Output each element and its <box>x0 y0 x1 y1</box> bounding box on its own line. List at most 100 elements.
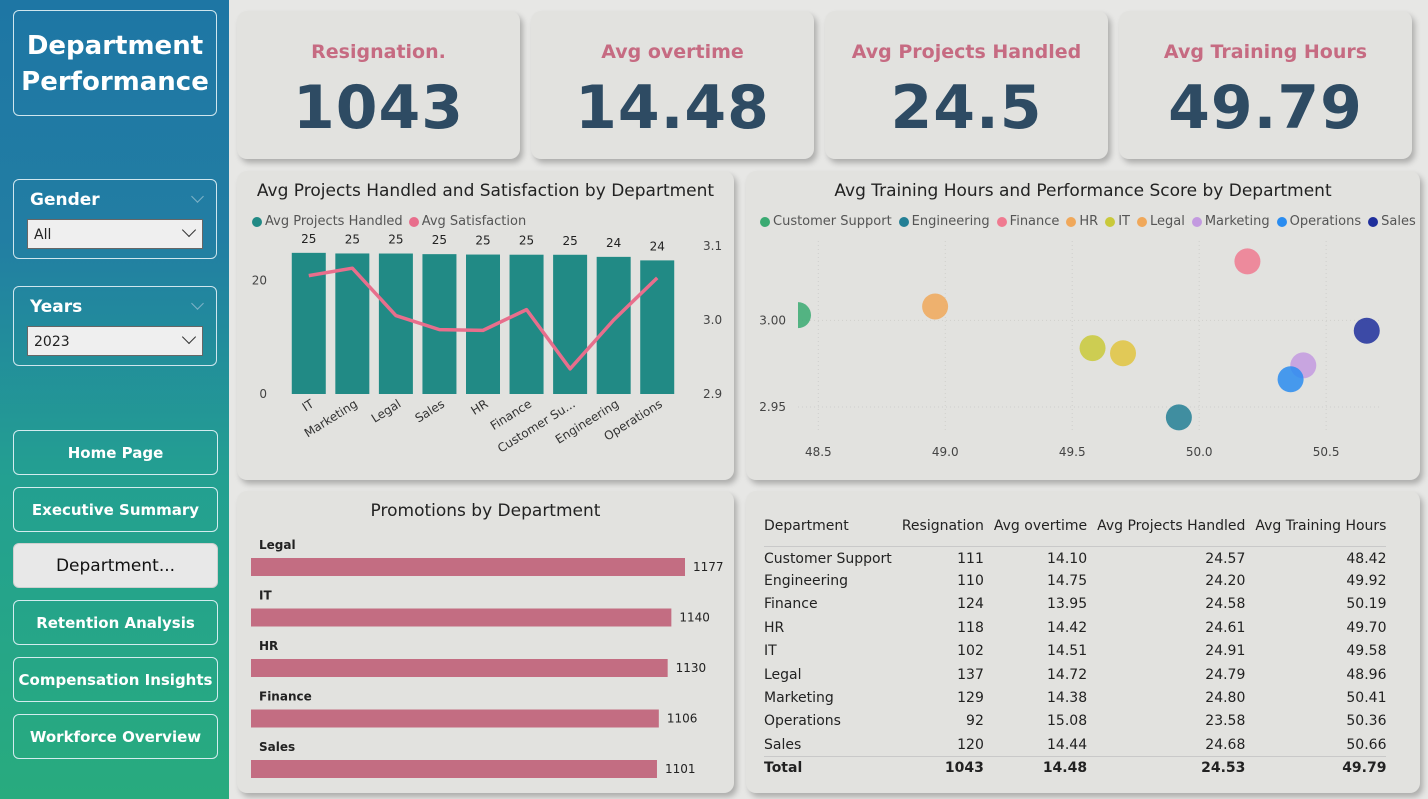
gender-dropdown[interactable]: All <box>27 219 203 249</box>
table-cell: 129 <box>957 690 984 707</box>
table-cell: 50.36 <box>1346 713 1387 730</box>
bar[interactable] <box>553 254 588 394</box>
scatter-point[interactable] <box>1165 404 1192 431</box>
gender-slicer-label: Gender <box>30 190 100 210</box>
legend-item[interactable]: Finance <box>996 214 1060 229</box>
bar[interactable] <box>251 659 668 677</box>
bar[interactable] <box>422 254 457 394</box>
scatter-point[interactable] <box>922 293 949 320</box>
chevron-down-icon[interactable] <box>191 190 204 203</box>
nav-department-button[interactable]: Department... <box>13 543 218 588</box>
department-table[interactable]: Department Resignation Avg overtime Avg … <box>764 506 1387 780</box>
legend-item[interactable]: Avg Satisfaction <box>408 214 526 229</box>
x-axis-tick: 50.0 <box>1186 445 1213 459</box>
scatter-point[interactable] <box>1079 335 1106 362</box>
table-row[interactable]: Marketing 129 14.38 24.80 50.41 <box>764 686 1386 709</box>
table-cell: 24.91 <box>1205 643 1246 660</box>
legend-item[interactable]: HR <box>1066 214 1098 229</box>
scatter-point[interactable] <box>1277 366 1304 393</box>
chevron-down-icon[interactable] <box>191 297 204 310</box>
promotions-chart-plot[interactable]: Legal 1177 IT 1140 HR 1130 Finance 1106 Sales 110… <box>237 491 734 793</box>
bar[interactable] <box>251 608 672 627</box>
gender-slicer: Gender All <box>13 179 217 259</box>
bar[interactable] <box>335 253 370 394</box>
x-axis-tick: 49.0 <box>932 445 959 459</box>
legend-item[interactable]: IT <box>1105 214 1130 229</box>
legend-item[interactable]: Engineering <box>898 214 990 229</box>
legend-label: Finance <box>1009 214 1060 229</box>
chart-title: Avg Projects Handled and Satisfaction by… <box>256 181 715 201</box>
data-label: 25 <box>432 233 447 247</box>
table-cell: 50.19 <box>1346 596 1387 613</box>
nav-compensation-insights-button[interactable]: Compensation Insights <box>13 657 218 702</box>
bar[interactable] <box>378 253 413 394</box>
legend-label: Engineering <box>911 214 990 229</box>
table-cell: 49.58 <box>1346 643 1387 660</box>
kpi-card-resignation: Resignation. 1043 <box>237 11 520 159</box>
legend-item[interactable]: Sales <box>1368 214 1416 229</box>
legend-item[interactable]: Operations <box>1276 214 1361 229</box>
scatter-point[interactable] <box>785 302 811 329</box>
table-cell: 15.08 <box>1047 713 1088 730</box>
table-row[interactable]: IT 102 14.51 24.91 49.58 <box>764 640 1386 663</box>
legend-item[interactable]: Legal <box>1137 214 1185 229</box>
legend-label: IT <box>1118 214 1130 229</box>
nav-executive-summary-button[interactable]: Executive Summary <box>13 487 218 532</box>
column-header[interactable]: Avg overtime <box>983 506 1088 547</box>
table-cell: 24.61 <box>1205 619 1246 636</box>
data-label: 1130 <box>676 661 707 675</box>
table-row[interactable]: Customer Support 111 14.10 24.57 48.42 <box>764 546 1386 569</box>
table-cell: 24.20 <box>1205 573 1246 590</box>
data-label: 25 <box>475 234 490 248</box>
scatter-point[interactable] <box>1234 248 1261 275</box>
nav-retention-analysis-button[interactable]: Retention Analysis <box>13 600 218 645</box>
y2-axis-tick: 3.1 <box>703 239 722 253</box>
scatter-chart-plot[interactable]: 48.5 49.0 49.5 50.0 50.5 2.95 3.00 <box>746 171 1420 480</box>
table-row[interactable]: Legal 137 14.72 24.79 48.96 <box>764 663 1386 686</box>
data-label: 1177 <box>693 560 724 574</box>
nav-home-page-button[interactable]: Home Page <box>13 430 218 475</box>
years-dropdown[interactable]: 2023 <box>27 326 203 356</box>
legend-dot <box>1105 216 1116 227</box>
table-cell: Operations <box>764 713 841 730</box>
legend-label: HR <box>1079 214 1099 229</box>
x-axis-tick: Sales <box>413 397 448 426</box>
table-cell: IT <box>764 643 777 660</box>
data-label: 24 <box>606 236 621 250</box>
data-label: 25 <box>301 232 316 246</box>
bar[interactable] <box>251 558 685 576</box>
category-label: Legal <box>259 538 296 552</box>
bar[interactable] <box>640 260 675 394</box>
satisfaction-line[interactable] <box>308 266 659 371</box>
kpi-label: Avg Training Hours <box>1163 41 1368 63</box>
table-row[interactable]: Finance 124 13.95 24.58 50.19 <box>764 593 1386 616</box>
bar[interactable] <box>251 760 657 778</box>
nav-workforce-overview-button[interactable]: Workforce Overview <box>13 714 218 759</box>
combo-chart-plot[interactable]: 0202.93.03.125IT25Marketing25Legal25Sale… <box>237 171 734 480</box>
table-cell: 24.57 <box>1205 551 1246 568</box>
legend-item[interactable]: Avg Projects Handled <box>252 214 403 229</box>
bar[interactable] <box>596 256 631 394</box>
kpi-value: 1043 <box>293 73 464 143</box>
column-header[interactable]: Avg Projects Handled <box>1087 506 1246 547</box>
table-row[interactable]: Operations 92 15.08 23.58 50.36 <box>764 710 1386 733</box>
column-header[interactable]: Avg Training Hours <box>1245 506 1387 547</box>
table-cell: 24.58 <box>1205 596 1246 613</box>
legend-item[interactable]: Customer Support <box>760 214 892 229</box>
table-row[interactable]: Sales 120 14.44 24.68 50.66 <box>764 733 1386 756</box>
table-cell: 14.42 <box>1047 619 1088 636</box>
table-row[interactable]: HR 118 14.42 24.61 49.70 <box>764 616 1386 639</box>
column-header[interactable]: Department <box>764 506 892 547</box>
bar[interactable] <box>251 709 659 728</box>
scatter-point[interactable] <box>1353 317 1380 344</box>
legend-dot <box>1368 216 1379 227</box>
scatter-point[interactable] <box>1110 340 1137 367</box>
dropdown-arrow-icon <box>181 329 197 345</box>
bar[interactable] <box>291 252 326 394</box>
column-header[interactable]: Resignation <box>891 506 984 547</box>
table-cell: Marketing <box>764 690 834 707</box>
table-cell: Legal <box>764 666 802 683</box>
legend-item[interactable]: Marketing <box>1191 214 1270 229</box>
table-row[interactable]: Engineering 110 14.75 24.20 49.92 <box>764 569 1386 592</box>
y-axis-tick: 3.00 <box>759 313 786 327</box>
